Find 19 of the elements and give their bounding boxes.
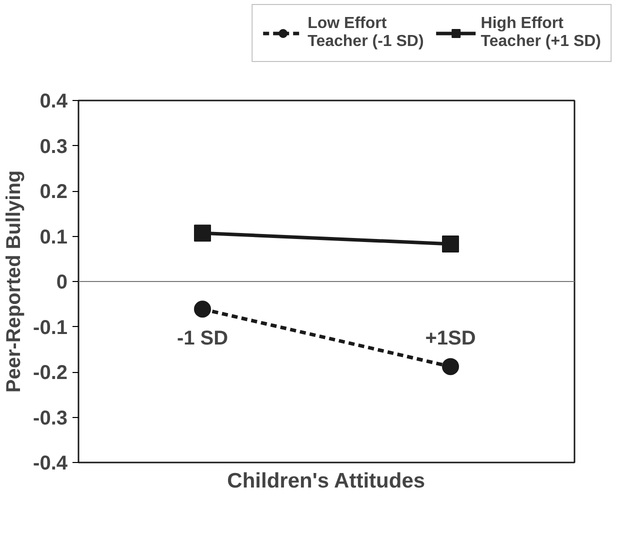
y-tick-label: 0.2 <box>40 181 68 203</box>
x-tick-label: +1SD <box>425 328 476 350</box>
y-tick-label: -0.4 <box>33 452 68 474</box>
y-axis-title: Peer-Reported Bullying <box>3 170 26 393</box>
y-tick-label: -0.2 <box>33 362 68 384</box>
x-tick-label: -1 SD <box>176 328 228 350</box>
point <box>194 224 211 242</box>
point <box>442 235 459 252</box>
y-tick-label: 0.3 <box>40 136 68 158</box>
y-tick-label: 0 <box>56 272 68 294</box>
legend-label: Low Effort Teacher (-1 SD) <box>308 15 424 51</box>
y-tick-label: -0.3 <box>33 407 68 430</box>
x-axis-title: Children's Attitudes <box>227 470 426 492</box>
y-tick-label: -0.1 <box>33 316 68 339</box>
legend-label: High Effort Teacher (+1 SD) <box>480 15 601 51</box>
y-tick-label: 0.1 <box>40 226 68 248</box>
y-tick-label: 0.4 <box>40 90 68 112</box>
point <box>194 300 211 318</box>
point <box>442 358 459 376</box>
